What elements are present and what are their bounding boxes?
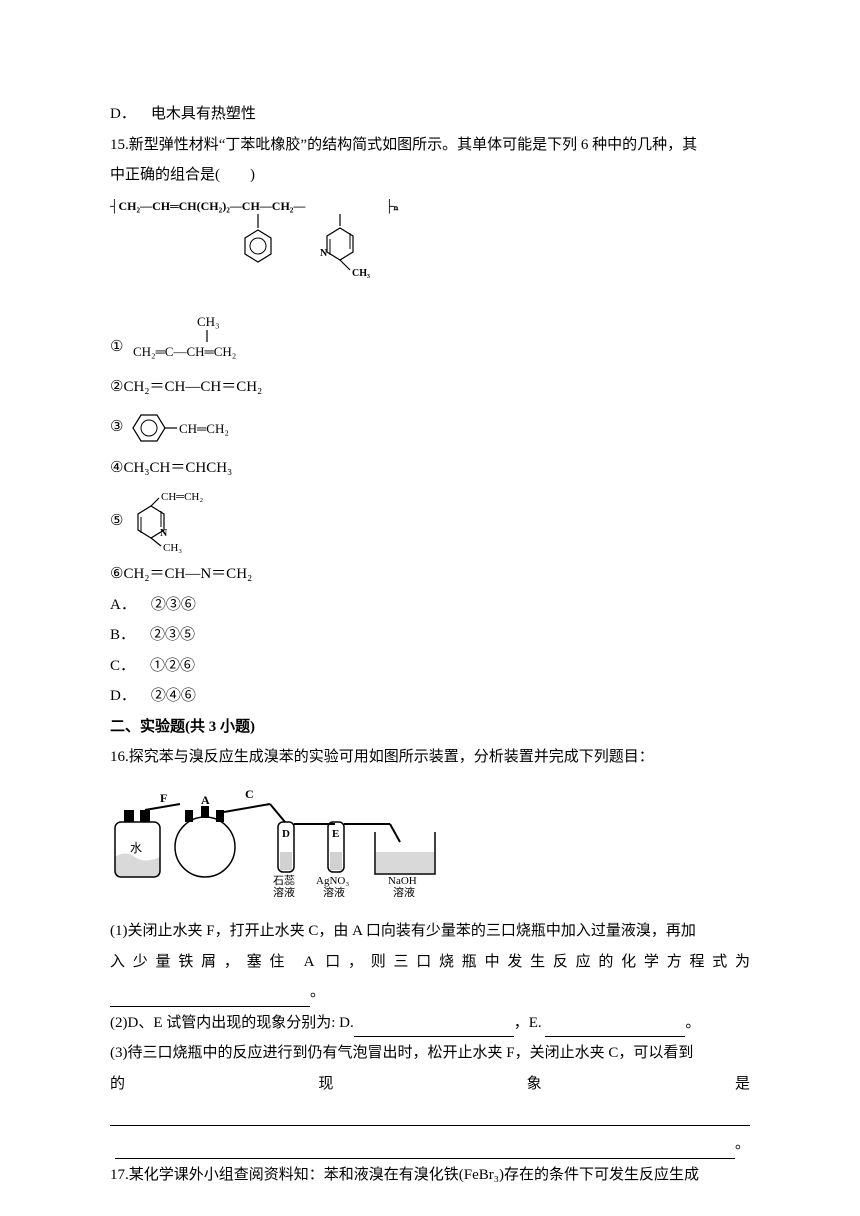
label-litmus2: 溶液 <box>273 885 295 897</box>
blank-d[interactable] <box>354 1036 514 1037</box>
q16-part3-line2: 的现象是 <box>110 1070 750 1099</box>
label-f: F <box>160 791 167 805</box>
svg-text:CH₃: CH₃ <box>197 314 220 329</box>
label-naoh1: NaOH <box>388 875 417 887</box>
label-agno3-1: AgNO₃ <box>316 875 349 887</box>
q16-part3-end: 。 <box>110 1130 750 1159</box>
monomer1-label: ① <box>110 333 123 362</box>
q15-monomer4: ④CH₃CH＝CHCH₃ <box>110 454 750 483</box>
section-2-heading: 二、实验题(共 3 小题) <box>110 713 750 742</box>
svg-text:N: N <box>320 248 328 259</box>
monomer5-label: ⑤ <box>110 507 123 536</box>
blank-phenomenon-1[interactable] <box>110 1102 750 1126</box>
q15-stem-line2: 中正确的组合是( ) <box>110 161 750 190</box>
q16-part1-line2: 入少量铁屑，塞住 A 口，则三口烧瓶中发生反应的化学方程式为 <box>110 948 750 977</box>
label-c: C <box>245 787 254 801</box>
q15-option-c: C． ①②⑥ <box>110 652 750 681</box>
blank-equation[interactable] <box>110 1006 310 1007</box>
q16-stem: 16.探究苯与溴反应生成溴苯的实验可用如图所示装置，分析装置并完成下列题目： <box>110 743 750 772</box>
q16-part1-line1: (1)关闭止水夹 F，打开止水夹 C，由 A 口向装有少量苯的三口烧瓶中加入过量… <box>110 917 750 946</box>
q15-monomer3: ③ CH═CH₂ <box>110 408 750 448</box>
q15-option-d: D． ②④⑥ <box>110 682 750 711</box>
blank-e[interactable] <box>545 1036 685 1037</box>
q15-monomer1: ① CH₃ CH₂═C—CH═CH₂ <box>110 312 750 367</box>
svg-text:CH═CH₂: CH═CH₂ <box>179 421 229 436</box>
q16-apparatus-diagram: 水 F A C D 石蕊 溶液 E AgNO₃ 溶液 NaOH 溶液 <box>110 782 750 908</box>
label-a: A <box>201 793 210 807</box>
monomer3-label: ③ <box>110 413 123 442</box>
label-naoh2: 溶液 <box>393 885 415 897</box>
q15-stem-line1: 15.新型弹性材料“丁苯吡橡胶”的结构简式如图所示。其单体可能是下列 6 种中的… <box>110 131 750 160</box>
q16-part3-line1: (3)待三口烧瓶中的反应进行到仍有气泡冒出时，松开止水夹 F，关闭止水夹 C，可… <box>110 1039 750 1068</box>
svg-text:CH═CH₂: CH═CH₂ <box>161 491 203 503</box>
q15-option-a: A． ②③⑥ <box>110 591 750 620</box>
q15-option-b: B． ②③⑤ <box>110 621 750 650</box>
label-water: 水 <box>130 841 142 855</box>
prev-question-option-d: D． 电木具有热塑性 <box>110 100 750 129</box>
svg-text:N: N <box>160 528 168 539</box>
svg-text:CH₃: CH₃ <box>352 268 370 279</box>
label-litmus1: 石蕊 <box>273 874 295 887</box>
q16-part2: (2)D、E 试管内出现的现象分别为: D.，E. 。 <box>110 1009 750 1038</box>
label-agno3-2: 溶液 <box>323 885 345 897</box>
label-d: D <box>282 828 290 840</box>
q15-monomer5: ⑤ N CH═CH₂ CH₃ <box>110 488 750 554</box>
q15-monomer2: ②CH₂＝CH—CH＝CH₂ <box>110 373 750 402</box>
q16-part1-blank: 。 <box>110 978 750 1007</box>
q15-polymer-structure: ┤CH₂—CH═CH(CH₂)₂—CH—CH₂— ├ₙ N CH₃ <box>110 196 750 307</box>
label-e: E <box>332 828 339 840</box>
q17-stem: 17.某化学课外小组查阅资料知：苯和液溴在有溴化铁(FeBr₃)存在的条件下可发… <box>110 1161 750 1190</box>
svg-text:CH₂═C—CH═CH₂: CH₂═C—CH═CH₂ <box>133 344 236 359</box>
blank-phenomenon-2[interactable] <box>115 1158 735 1159</box>
svg-text:├ₙ: ├ₙ <box>385 199 399 214</box>
svg-text:┤CH₂—CH═CH(CH₂)₂—CH—CH₂—: ┤CH₂—CH═CH(CH₂)₂—CH—CH₂— <box>110 199 306 214</box>
q15-monomer6: ⑥CH₂＝CH—N＝CH₂ <box>110 560 750 589</box>
svg-text:CH₃: CH₃ <box>163 542 182 554</box>
